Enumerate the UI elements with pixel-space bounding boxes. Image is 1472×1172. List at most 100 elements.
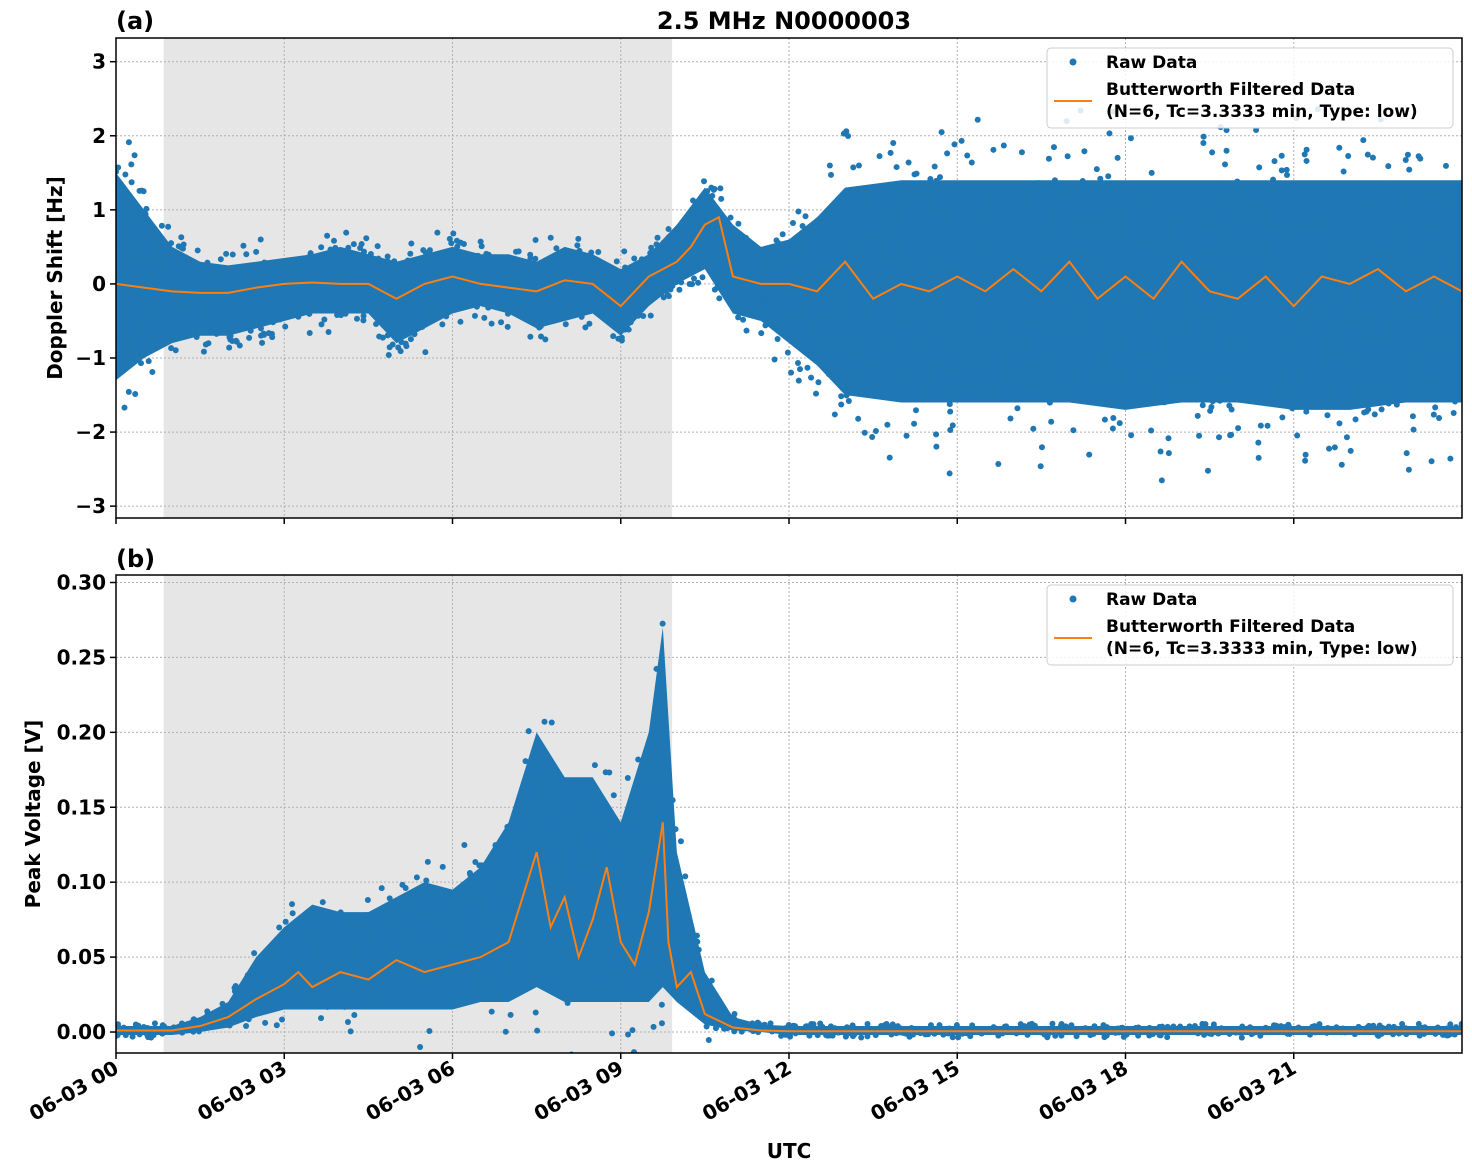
- raw-data-point: [1000, 142, 1007, 149]
- raw-data-point: [1085, 241, 1092, 248]
- raw-data-point: [168, 345, 175, 352]
- raw-data-point: [762, 303, 769, 310]
- raw-data-point: [466, 870, 473, 877]
- raw-data-point: [831, 1025, 838, 1032]
- raw-data-point: [774, 292, 781, 299]
- raw-data-point: [1200, 139, 1207, 146]
- raw-data-point: [140, 334, 147, 341]
- raw-data-point: [1176, 1025, 1183, 1032]
- raw-data-point: [1210, 1024, 1217, 1031]
- raw-data-point: [1285, 1023, 1292, 1030]
- raw-data-point: [542, 336, 549, 343]
- raw-data-point: [607, 280, 614, 287]
- raw-data-point: [635, 312, 642, 319]
- raw-data-point: [335, 915, 342, 922]
- raw-data-point: [1065, 223, 1072, 230]
- raw-data-point: [800, 294, 807, 301]
- raw-data-point: [933, 443, 940, 450]
- raw-data-point: [1014, 189, 1021, 196]
- raw-data-point: [1230, 386, 1237, 393]
- raw-data-point: [1251, 195, 1258, 202]
- raw-data-point: [1128, 374, 1135, 381]
- raw-data-point: [445, 294, 452, 301]
- raw-data-point: [1442, 162, 1449, 169]
- raw-data-point: [708, 977, 715, 984]
- raw-data-point: [1063, 229, 1070, 236]
- raw-data-point: [795, 208, 802, 215]
- raw-data-point: [1207, 407, 1214, 414]
- raw-data-point: [1375, 242, 1382, 249]
- raw-data-point: [341, 1003, 348, 1010]
- plot-area: [116, 620, 1462, 1053]
- raw-data-point: [1333, 228, 1340, 235]
- raw-data-point: [1050, 144, 1057, 151]
- raw-data-point: [826, 238, 833, 245]
- raw-data-point: [679, 245, 686, 252]
- raw-data-point: [678, 279, 685, 286]
- raw-data-point: [630, 928, 637, 935]
- raw-data-point: [360, 273, 367, 280]
- raw-data-point: [180, 241, 187, 248]
- raw-data-point: [1397, 212, 1404, 219]
- raw-data-point: [306, 269, 313, 276]
- raw-data-point: [976, 187, 983, 194]
- raw-data-point: [149, 368, 156, 375]
- raw-data-point: [1366, 261, 1373, 268]
- raw-data-point: [280, 300, 287, 307]
- raw-data-point: [622, 264, 629, 271]
- raw-data-point: [736, 253, 743, 260]
- raw-data-point: [448, 990, 455, 997]
- raw-data-point: [498, 965, 505, 972]
- raw-data-point: [948, 379, 955, 386]
- raw-data-point: [347, 1028, 354, 1035]
- raw-data-point: [153, 320, 160, 327]
- raw-data-point: [456, 280, 463, 287]
- legend-raw-label: Raw Data: [1106, 590, 1197, 610]
- raw-data-point: [430, 269, 437, 276]
- raw-data-point: [1008, 211, 1015, 218]
- raw-data-point: [1389, 183, 1396, 190]
- raw-data-point: [824, 1032, 831, 1039]
- raw-data-point: [990, 146, 997, 153]
- raw-data-point: [238, 1011, 245, 1018]
- raw-data-point: [704, 188, 711, 195]
- raw-data-point: [712, 1025, 719, 1032]
- raw-data-point: [1184, 357, 1191, 364]
- raw-data-point: [1453, 278, 1460, 285]
- raw-data-point: [227, 332, 234, 339]
- raw-data-point: [324, 1003, 331, 1010]
- raw-data-point: [471, 312, 478, 319]
- raw-data-point: [731, 1015, 738, 1022]
- raw-data-point: [808, 307, 815, 314]
- raw-data-point: [1148, 427, 1155, 434]
- raw-data-point: [132, 1021, 139, 1028]
- raw-data-point: [190, 1028, 197, 1035]
- raw-data-point: [615, 823, 622, 830]
- raw-data-point: [1036, 186, 1043, 193]
- raw-data-point: [1412, 324, 1419, 331]
- raw-data-point: [284, 311, 291, 318]
- raw-data-point: [759, 296, 766, 303]
- raw-data-point: [936, 219, 943, 226]
- raw-data-point: [1030, 425, 1037, 432]
- x-tick-label: 06-03 03: [193, 1056, 291, 1126]
- raw-data-point: [1150, 188, 1157, 195]
- raw-data-point: [320, 957, 327, 964]
- raw-data-point: [1149, 232, 1156, 239]
- raw-data-point: [378, 885, 385, 892]
- raw-data-point: [576, 262, 583, 269]
- raw-data-point: [972, 203, 979, 210]
- raw-data-point: [936, 198, 943, 205]
- raw-data-point: [1110, 294, 1117, 301]
- raw-data-point: [147, 264, 154, 271]
- raw-data-point: [384, 253, 391, 260]
- raw-data-point: [768, 303, 775, 310]
- raw-data-point: [884, 421, 891, 428]
- raw-data-point: [214, 311, 221, 318]
- raw-data-point: [918, 246, 925, 253]
- raw-data-point: [367, 250, 374, 257]
- raw-data-point: [243, 297, 250, 304]
- raw-data-point: [767, 1020, 774, 1027]
- raw-data-point: [139, 267, 146, 274]
- raw-data-point: [659, 620, 666, 627]
